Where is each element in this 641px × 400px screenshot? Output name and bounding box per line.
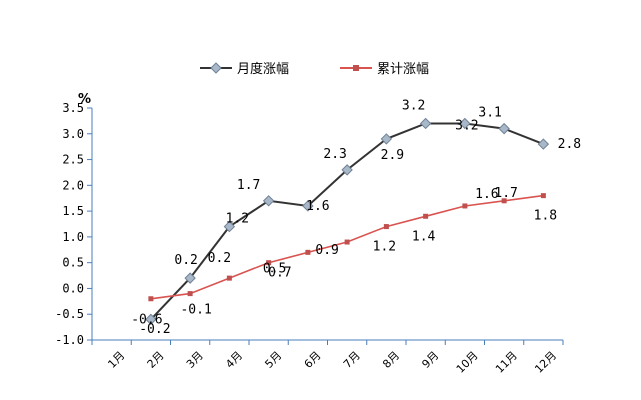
data-label-monthly: 2.9 [381, 148, 404, 163]
data-point-cumulative [148, 296, 154, 302]
series-line-cumulative [150, 194, 544, 300]
data-label-monthly: 1.6 [306, 199, 329, 214]
x-tick-label: 2月 [145, 349, 167, 371]
data-point-cumulative [344, 239, 350, 245]
y-tick-label: 0.0 [62, 281, 84, 295]
y-tick-label: -0.5 [55, 307, 84, 321]
data-point-cumulative [540, 193, 546, 199]
data-point-cumulative [501, 198, 507, 204]
data-label-cumulative: -0.2 [139, 322, 170, 337]
y-axis-ticks: 3.5 3.0 2.5 2.0 1.5 1.0 0.5 0.0 -0.5 -1.0 [55, 101, 92, 347]
data-label-cumulative: -0.1 [180, 303, 211, 318]
y-tick-label: 1.5 [62, 204, 84, 218]
data-point-cumulative [383, 224, 389, 230]
x-axis-ticks: 1月 2月 3月 4月 5月 6月 7月 8月 9月 10月 11月 12月 [91, 340, 564, 376]
legend-label-monthly: 月度涨幅 [237, 61, 289, 77]
data-label-cumulative: 0.9 [315, 243, 338, 258]
data-label-monthly: 2.8 [558, 137, 581, 152]
data-point-cumulative [305, 249, 311, 255]
x-tick-label: 12月 [532, 349, 559, 376]
data-point-cumulative [187, 291, 193, 297]
x-tick-label: 4月 [223, 349, 245, 371]
data-point-monthly [419, 117, 432, 130]
data-label-cumulative: 0.5 [263, 262, 286, 277]
data-point-monthly [498, 122, 510, 135]
x-tick-label: 5月 [262, 349, 284, 371]
data-label-cumulative: 1.4 [412, 229, 436, 244]
y-tick-label: 2.5 [62, 153, 84, 167]
data-point-monthly [262, 195, 275, 207]
data-label-monthly: 0.2 [174, 253, 197, 268]
data-point-cumulative [462, 203, 468, 209]
data-label-cumulative: 1.7 [494, 186, 517, 201]
data-point-monthly [184, 272, 196, 284]
legend-item-monthly: 月度涨幅 [200, 61, 289, 77]
x-tick-label: 11月 [493, 349, 520, 376]
x-tick-label: 8月 [380, 349, 402, 371]
data-point-monthly [302, 200, 314, 212]
y-axis-unit-label: % [78, 92, 91, 107]
series-line-monthly [150, 122, 544, 321]
axes [91, 108, 563, 341]
y-tick-label: 2.0 [62, 178, 84, 192]
legend-marker-cumulative [353, 65, 359, 71]
data-label-monthly: 3.2 [402, 98, 425, 113]
data-label-monthly: 1.2 [226, 212, 249, 227]
data-label-monthly: 1.7 [237, 178, 260, 193]
series-layer [145, 117, 550, 326]
y-tick-label: 0.5 [62, 256, 84, 270]
data-point-cumulative [423, 213, 429, 219]
data-labels: -0.60.21.21.71.62.3 2.93.23.23.12.8-0.2-0… [131, 98, 581, 336]
data-point-monthly [380, 133, 393, 145]
data-label-monthly: 3.2 [455, 118, 478, 133]
x-tick-label: 10月 [454, 349, 481, 376]
data-point-monthly [341, 164, 353, 176]
data-label-cumulative: 1.8 [534, 209, 557, 224]
data-label-monthly: 3.1 [478, 106, 501, 121]
data-point-cumulative [226, 275, 232, 281]
legend-label-cumulative: 累计涨幅 [377, 62, 429, 77]
legend-item-cumulative: 累计涨幅 [340, 62, 429, 77]
legend-marker-monthly [210, 62, 222, 74]
x-tick-label: 6月 [302, 349, 324, 371]
x-tick-label: 3月 [184, 349, 206, 371]
y-tick-label: -1.0 [55, 333, 84, 347]
x-tick-label: 7月 [341, 349, 363, 371]
legend: 月度涨幅 累计涨幅 [200, 61, 429, 77]
y-tick-label: 3.0 [62, 127, 84, 141]
y-tick-label: 3.5 [62, 101, 84, 115]
data-label-cumulative: 0.2 [208, 251, 231, 266]
data-point-monthly [537, 138, 550, 150]
data-point-monthly [459, 117, 471, 130]
x-tick-label: 9月 [419, 349, 441, 371]
y-tick-label: 1.0 [62, 230, 84, 244]
data-label-cumulative: 1.6 [475, 187, 498, 202]
data-point-monthly [145, 313, 157, 326]
data-point-cumulative [266, 260, 272, 266]
data-point-monthly [223, 220, 236, 233]
data-label-monthly: -0.6 [131, 312, 162, 327]
data-label-cumulative: 0.7 [268, 265, 291, 280]
data-label-cumulative: 1.2 [373, 240, 396, 255]
data-label-monthly: 2.3 [323, 147, 346, 162]
x-tick-label: 1月 [105, 349, 127, 371]
